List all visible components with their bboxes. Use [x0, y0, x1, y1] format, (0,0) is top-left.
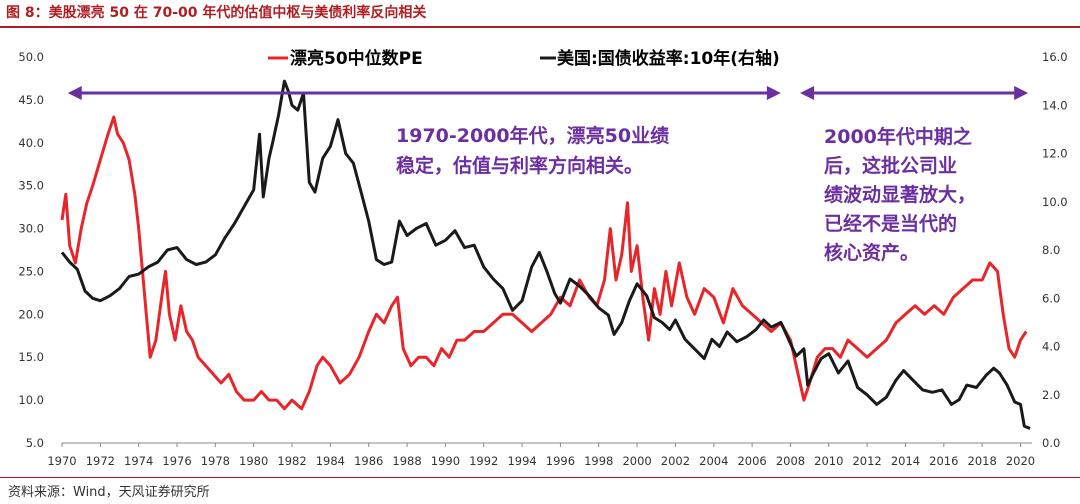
legend-label-yield: 美国:国债收益率:10年(右轴)	[557, 48, 780, 69]
annotation-line: 后，这批公司业	[824, 154, 957, 177]
annotation-line: 稳定，估值与利率方向相关。	[396, 154, 643, 177]
x-tick-label: 1970	[47, 454, 76, 468]
figure-title: 图 8：美股漂亮 50 在 70-00 年代的估值中枢与美债利率反向相关	[6, 5, 427, 21]
x-tick-label: 1994	[507, 454, 536, 468]
annotation-line: 已经不是当代的	[824, 212, 957, 235]
yield-series-line	[60, 79, 1031, 430]
period-arrow-head-left	[67, 86, 82, 100]
y-right-tick-label: 16.0	[1042, 50, 1068, 64]
x-tick-label: 2002	[661, 454, 690, 468]
period-arrow-head-left	[800, 86, 815, 100]
x-tick-label: 2016	[929, 454, 958, 468]
x-tick-label: 1998	[584, 454, 613, 468]
x-tick-label: 1978	[201, 454, 230, 468]
y-right-tick-label: 14.0	[1042, 98, 1068, 112]
x-tick-label: 1974	[124, 454, 153, 468]
y-left-tick-label: 25.0	[18, 264, 44, 278]
x-tick-label: 2000	[622, 454, 651, 468]
period-arrow-head-right	[1014, 86, 1029, 100]
annotation-line: 1970-2000年代，漂亮50业绩	[396, 124, 669, 147]
x-tick-label: 1986	[354, 454, 383, 468]
x-tick-label: 2004	[699, 454, 728, 468]
y-left-tick-label: 10.0	[18, 393, 44, 407]
y-right-tick-label: 12.0	[1042, 147, 1068, 161]
legend-label-pe: 漂亮50中位数PE	[290, 48, 423, 69]
y-right-tick-label: 10.0	[1042, 195, 1068, 209]
x-tick-label: 2012	[852, 454, 881, 468]
x-tick-label: 2006	[737, 454, 766, 468]
y-right-tick-label: 4.0	[1042, 340, 1060, 354]
x-tick-label: 1972	[86, 454, 115, 468]
annotation-line: 核心资产。	[824, 241, 919, 264]
period-arrow-head-right	[766, 86, 781, 100]
pe-series-line	[60, 115, 1028, 411]
title-rule	[0, 26, 1080, 28]
dual-axis-line-chart: 50.045.040.035.030.025.020.015.010.05.01…	[18, 48, 1068, 468]
y-left-tick-label: 5.0	[26, 436, 44, 450]
annotation-line: 2000年代中期之	[824, 125, 972, 148]
y-left-tick-label: 15.0	[18, 350, 44, 364]
y-right-tick-label: 6.0	[1042, 291, 1060, 305]
y-right-tick-label: 2.0	[1042, 388, 1060, 402]
x-tick-label: 2010	[814, 454, 843, 468]
x-tick-label: 1990	[431, 454, 460, 468]
x-tick-label: 2008	[776, 454, 805, 468]
x-tick-label: 1982	[277, 454, 306, 468]
y-left-tick-label: 40.0	[18, 136, 44, 150]
y-left-tick-label: 35.0	[18, 179, 44, 193]
x-tick-label: 1996	[546, 454, 575, 468]
x-tick-label: 2014	[891, 454, 920, 468]
y-left-tick-label: 50.0	[18, 50, 44, 64]
y-left-tick-label: 30.0	[18, 222, 44, 236]
y-right-tick-label: 0.0	[1042, 436, 1060, 450]
y-left-tick-label: 20.0	[18, 307, 44, 321]
source-rule	[0, 477, 1080, 478]
x-tick-label: 1992	[469, 454, 498, 468]
x-tick-label: 2018	[968, 454, 997, 468]
x-tick-label: 1988	[392, 454, 421, 468]
x-tick-label: 1984	[316, 454, 345, 468]
x-tick-label: 1976	[162, 454, 191, 468]
source-note: 资料来源：Wind，天风证券研究所	[8, 485, 210, 500]
y-right-tick-label: 8.0	[1042, 243, 1060, 257]
annotation-line: 绩波动显著放大，	[824, 183, 976, 206]
y-left-tick-label: 45.0	[18, 93, 44, 107]
x-tick-label: 1980	[239, 454, 268, 468]
x-tick-label: 2020	[1006, 454, 1035, 468]
